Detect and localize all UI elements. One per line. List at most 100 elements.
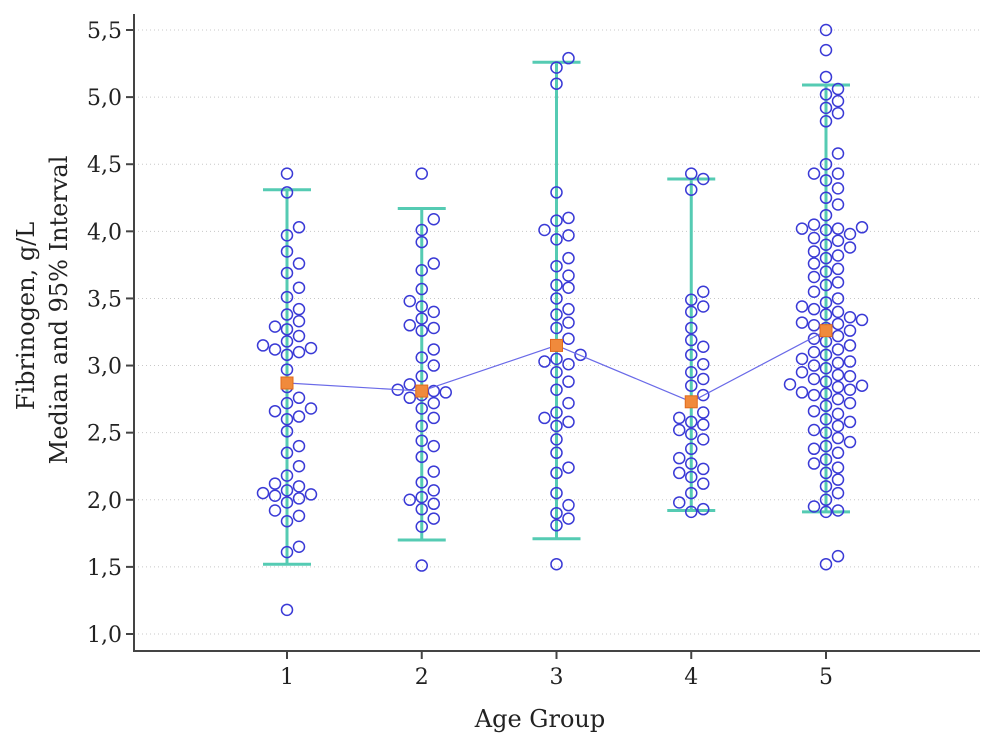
data-point (819, 278, 833, 292)
data-point (415, 324, 428, 337)
data-point (697, 340, 710, 354)
data-point (843, 241, 857, 254)
data-point (843, 310, 857, 324)
data-point (819, 387, 833, 400)
data-point (819, 43, 833, 57)
data-point (550, 486, 563, 500)
data-point (427, 359, 440, 372)
data-point (685, 321, 698, 335)
data-point (673, 411, 686, 425)
data-point (819, 208, 833, 222)
data-point (807, 500, 821, 513)
data-point (550, 446, 563, 460)
data-point (685, 379, 698, 392)
data-point (819, 361, 833, 375)
data-point (831, 431, 845, 445)
data-point (831, 329, 845, 343)
data-point (831, 504, 845, 517)
data-point (783, 378, 797, 391)
data-point (831, 167, 845, 180)
data-point (697, 406, 710, 419)
data-point (795, 366, 809, 379)
data-point (685, 457, 698, 470)
data-point (819, 23, 833, 37)
data-point (843, 415, 857, 429)
data-point (831, 356, 845, 370)
data-point (819, 439, 833, 453)
data-point (831, 368, 845, 382)
data-point (819, 308, 833, 321)
data-point (403, 294, 416, 308)
data-point (819, 493, 833, 507)
data-point (855, 379, 869, 392)
data-point (831, 392, 845, 406)
data-point (292, 345, 306, 359)
data-point (819, 251, 833, 265)
data-point (292, 315, 306, 328)
data-point (256, 339, 270, 352)
data-point (403, 391, 416, 405)
data-point (685, 427, 698, 441)
data-point (697, 462, 710, 476)
data-point (280, 290, 294, 304)
data-point (280, 348, 294, 362)
median-marker (415, 384, 429, 398)
data-point (673, 423, 686, 437)
data-point (415, 223, 428, 237)
data-point (685, 486, 698, 500)
data-point (697, 418, 710, 431)
data-point (795, 316, 809, 329)
data-point (415, 167, 428, 180)
data-point (855, 313, 869, 327)
data-point (831, 407, 845, 421)
data-point (427, 484, 440, 497)
data-point (550, 419, 563, 433)
data-point (831, 473, 845, 486)
data-point (855, 221, 869, 234)
y-tick-label: 4,0 (87, 220, 122, 245)
data-point (415, 300, 428, 313)
y-axis-ticks: 1,0 1,5 2,0 2,5 3,0 3,5 4,0 4,5 5,0 5,5 (87, 19, 134, 648)
y-tick-label: 1,0 (87, 623, 122, 648)
data-point (562, 316, 575, 329)
data-point (304, 341, 318, 355)
data-point (268, 504, 282, 517)
data-point (843, 396, 857, 410)
data-point (807, 442, 821, 456)
data-point (562, 229, 575, 242)
data-point (550, 77, 563, 90)
data-point (415, 370, 428, 383)
data-point (304, 488, 318, 501)
data-point (819, 265, 833, 278)
data-point (256, 486, 270, 500)
data-point (550, 466, 563, 480)
data-point (807, 218, 821, 231)
data-point (550, 186, 563, 199)
data-point (403, 493, 416, 507)
data-point (795, 352, 809, 366)
data-point (819, 174, 833, 187)
data-point (697, 372, 710, 386)
data-point (831, 182, 845, 195)
data-point (574, 348, 587, 362)
data-point (697, 357, 710, 371)
data-point (673, 451, 686, 465)
data-point (415, 502, 428, 516)
data-point (831, 419, 845, 433)
data-point (831, 305, 845, 319)
data-point (292, 410, 306, 423)
data-point (427, 257, 440, 270)
data-point (843, 324, 857, 337)
data-point (562, 357, 575, 371)
data-point (819, 480, 833, 493)
data-point (427, 439, 440, 453)
data-point (819, 223, 833, 237)
data-point (685, 348, 698, 362)
data-point (831, 147, 845, 160)
data-point (268, 343, 282, 356)
data-point (831, 234, 845, 247)
data-point (807, 372, 821, 386)
data-point (415, 402, 428, 415)
data-point (415, 434, 428, 447)
data-point (415, 520, 428, 533)
